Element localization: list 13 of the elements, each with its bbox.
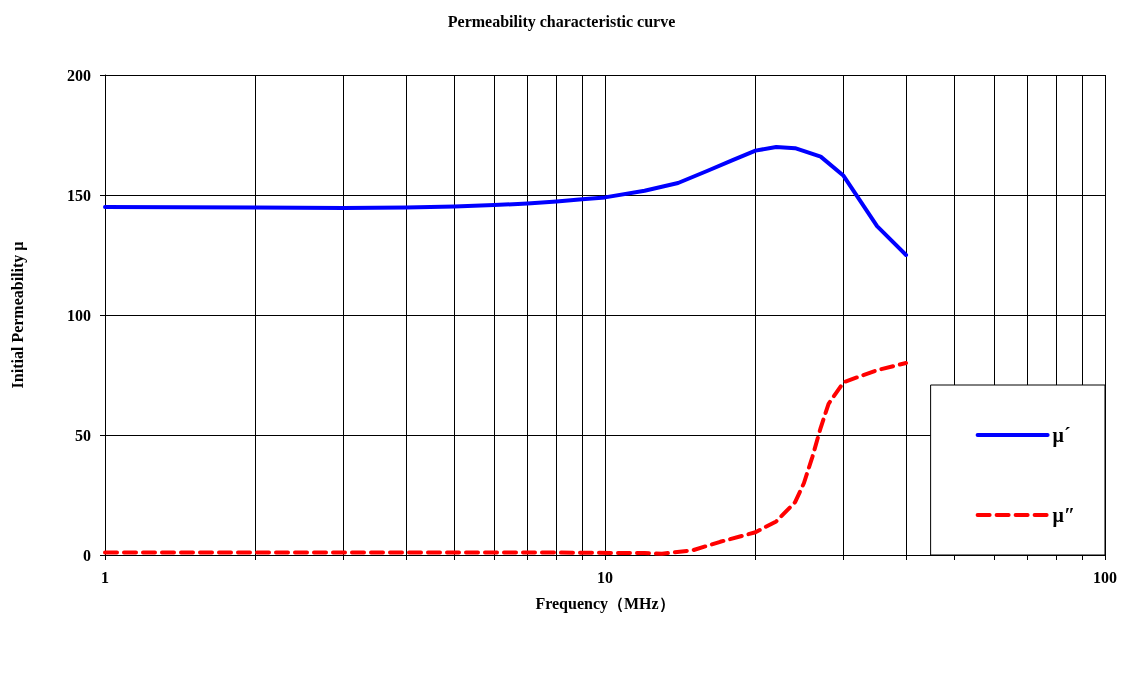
x-tick-label: 10 (597, 568, 613, 586)
legend-label: μ″ (1052, 504, 1076, 527)
x-tick-label: 100 (1093, 568, 1117, 586)
x-tick-label: 1 (101, 568, 109, 586)
chart-title: Permeability characteristic curve (447, 12, 676, 31)
y-tick-label: 200 (67, 66, 91, 84)
y-tick-label: 0 (83, 546, 91, 564)
y-tick-label: 150 (67, 186, 91, 204)
x-axis-title: Frequency（MHz） (535, 594, 675, 613)
legend-label: μ´ (1052, 424, 1071, 447)
y-tick-label: 50 (75, 426, 91, 444)
y-tick-label: 100 (67, 306, 91, 324)
y-axis-title: Initial Permeability μ (8, 241, 27, 389)
